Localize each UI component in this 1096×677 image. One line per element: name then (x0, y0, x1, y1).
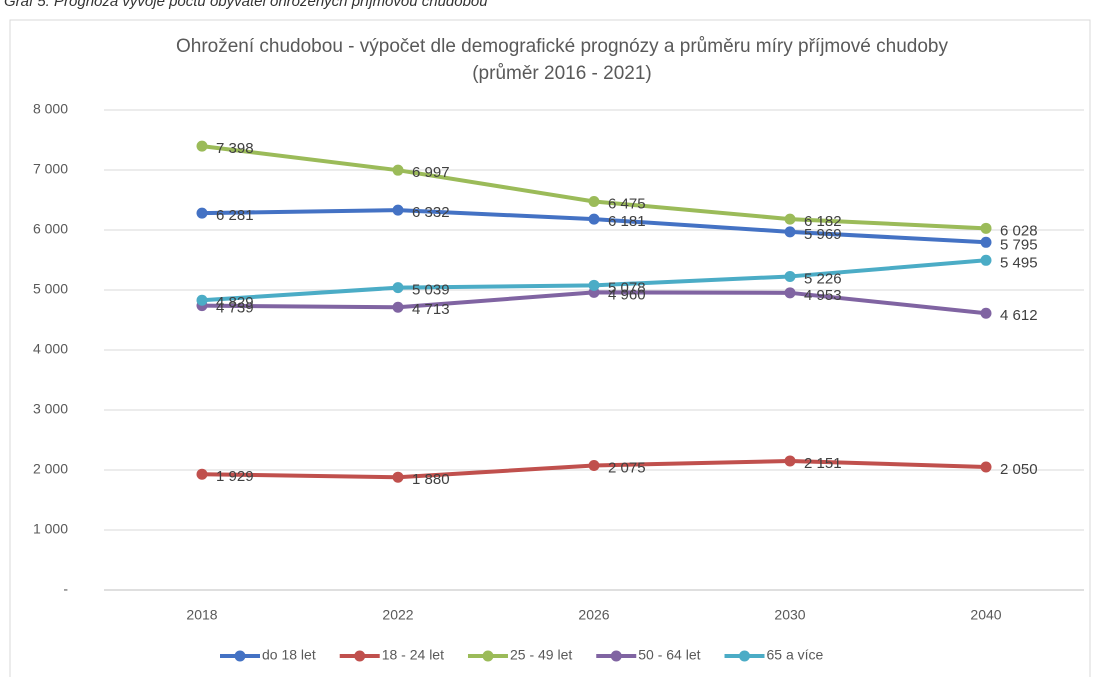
x-tick-label: 2030 (774, 607, 805, 623)
data-label: 4 960 (608, 286, 646, 303)
data-point (980, 236, 992, 248)
data-label: 2 050 (1000, 461, 1038, 478)
legend-label: 50 - 64 let (638, 647, 700, 663)
y-tick-label: 5 000 (33, 281, 68, 297)
data-point (196, 294, 208, 306)
data-point (980, 222, 992, 234)
data-point (784, 213, 796, 225)
data-point (588, 196, 600, 207)
data-label: 6 332 (412, 204, 450, 221)
legend-label: 65 a více (767, 647, 824, 663)
data-label: 5 495 (1000, 254, 1038, 271)
data-label: 4 713 (412, 301, 450, 318)
data-label: 6 181 (608, 213, 646, 230)
data-label: 4 829 (216, 294, 254, 311)
data-point (196, 140, 208, 152)
y-tick-label: 8 000 (33, 101, 68, 117)
data-point (588, 213, 600, 225)
y-tick-label: 1 000 (33, 521, 68, 537)
x-tick-label: 2026 (578, 607, 609, 623)
legend-swatch-dot (739, 650, 751, 662)
caption: Graf 5: Prognóza vývoje počtu obyvatel o… (4, 0, 488, 10)
data-label: 5 078 (608, 279, 646, 296)
data-point (392, 204, 404, 216)
data-label: 1 929 (216, 468, 254, 485)
legend-label: 25 - 49 let (510, 647, 572, 663)
data-label: 5 039 (412, 282, 450, 299)
data-point (196, 207, 208, 219)
data-label: 4 739 (216, 300, 254, 317)
data-label: 7 398 (216, 140, 254, 157)
data-point (196, 468, 208, 480)
x-tick-label: 2040 (970, 607, 1001, 623)
data-point (392, 301, 404, 313)
data-point (784, 455, 796, 467)
data-point (392, 471, 404, 483)
data-label: 4 612 (1000, 307, 1038, 324)
legend-swatch-dot (234, 650, 246, 662)
data-point (392, 164, 404, 176)
chart-frame (9, 19, 1091, 677)
chart-title: Ohrožení chudobou - výpočet dle demograf… (176, 36, 949, 57)
data-point (784, 287, 796, 299)
legend-swatch-dot (482, 650, 494, 662)
y-tick-label: 7 000 (33, 161, 68, 177)
y-tick-label: 3 000 (33, 401, 68, 417)
data-label: 1 880 (412, 471, 450, 488)
data-label: 2 075 (608, 459, 646, 476)
y-tick-label: 4 000 (33, 341, 68, 357)
legend-label: 18 - 24 let (382, 647, 444, 663)
x-tick-label: 2022 (382, 607, 413, 623)
data-label: 5 795 (1000, 236, 1038, 253)
data-point (980, 307, 992, 319)
data-label: 6 997 (412, 164, 450, 181)
data-point (588, 279, 600, 291)
y-tick-label: 6 000 (33, 221, 68, 237)
x-tick-label: 2018 (186, 607, 217, 623)
data-point (980, 254, 992, 266)
y-tick-label: - (63, 581, 68, 597)
chart-subtitle: (průměr 2016 - 2021) (472, 63, 652, 84)
legend-swatch-dot (610, 650, 622, 662)
data-point (980, 461, 992, 473)
data-point (784, 270, 796, 282)
legend-swatch-dot (354, 650, 366, 662)
data-label: 4 953 (804, 287, 842, 304)
data-label: 6 475 (608, 195, 646, 212)
data-point (392, 282, 404, 294)
y-tick-label: 2 000 (33, 461, 68, 477)
data-label: 5 226 (804, 270, 842, 287)
data-label: 6 028 (1000, 222, 1038, 239)
legend-label: do 18 let (262, 647, 316, 663)
data-label: 5 969 (804, 226, 842, 243)
data-label: 6 281 (216, 207, 254, 224)
data-label: 2 151 (804, 455, 842, 472)
data-point (588, 460, 600, 471)
data-point (784, 226, 796, 238)
data-label: 6 182 (804, 213, 842, 230)
